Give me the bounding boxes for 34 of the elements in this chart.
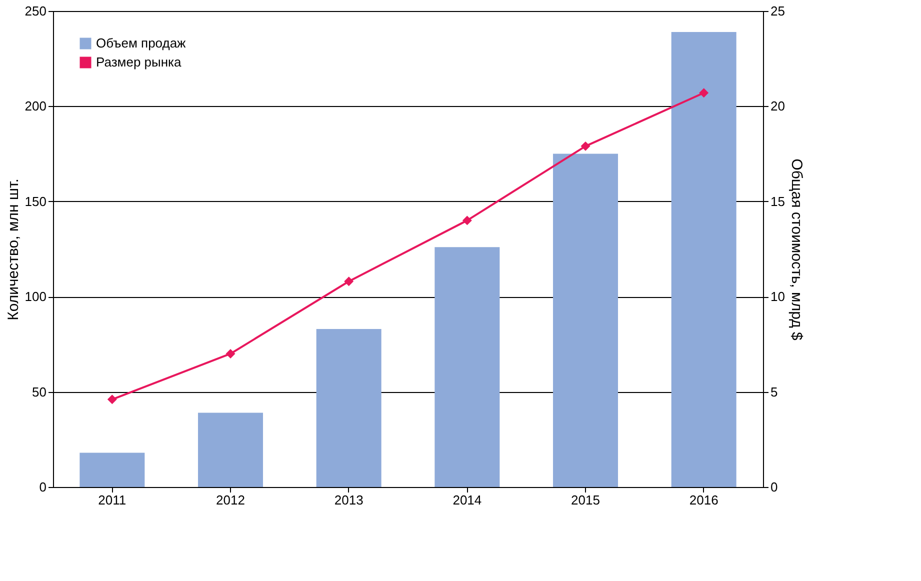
y-tick-label: 200 (24, 98, 46, 114)
y-tick-label: 50 (32, 384, 46, 400)
bar (671, 32, 736, 487)
bar (316, 328, 382, 487)
legend-label: Объем продаж (96, 36, 186, 50)
bar (553, 154, 618, 487)
bar (434, 247, 500, 487)
x-tick-label: 2011 (98, 492, 126, 508)
y-axis-title: Количество, млн шт. (4, 178, 22, 320)
point (226, 348, 236, 358)
y2-tick-label: 0 (770, 480, 778, 494)
point (344, 276, 354, 286)
bar (198, 412, 263, 487)
y-tick-label: 0 (39, 480, 46, 494)
y-tick-label: 150 (24, 194, 46, 209)
bar (80, 452, 145, 487)
point (699, 88, 709, 98)
point (462, 216, 472, 226)
x-tick-label: 2016 (689, 492, 718, 508)
y2-axis-title: Общая стоимость, млрд $ (788, 158, 805, 341)
y-tick-label: 100 (24, 289, 46, 304)
x-tick-label: 2013 (334, 492, 364, 508)
point (107, 394, 117, 404)
y2-tick-label: 5 (770, 384, 778, 400)
y2-tick-label: 20 (770, 98, 785, 114)
x-tick-label: 2012 (216, 492, 245, 508)
point (580, 141, 590, 151)
legend-label: Размер рынка (96, 54, 182, 70)
y2-tick-label: 15 (770, 194, 785, 209)
x-tick-label: 2014 (452, 492, 482, 508)
y2-tick-label: 25 (770, 4, 785, 18)
y2-tick-label: 10 (770, 289, 785, 304)
x-tick-label: 2015 (571, 492, 600, 508)
y-tick-label: 250 (24, 4, 46, 18)
